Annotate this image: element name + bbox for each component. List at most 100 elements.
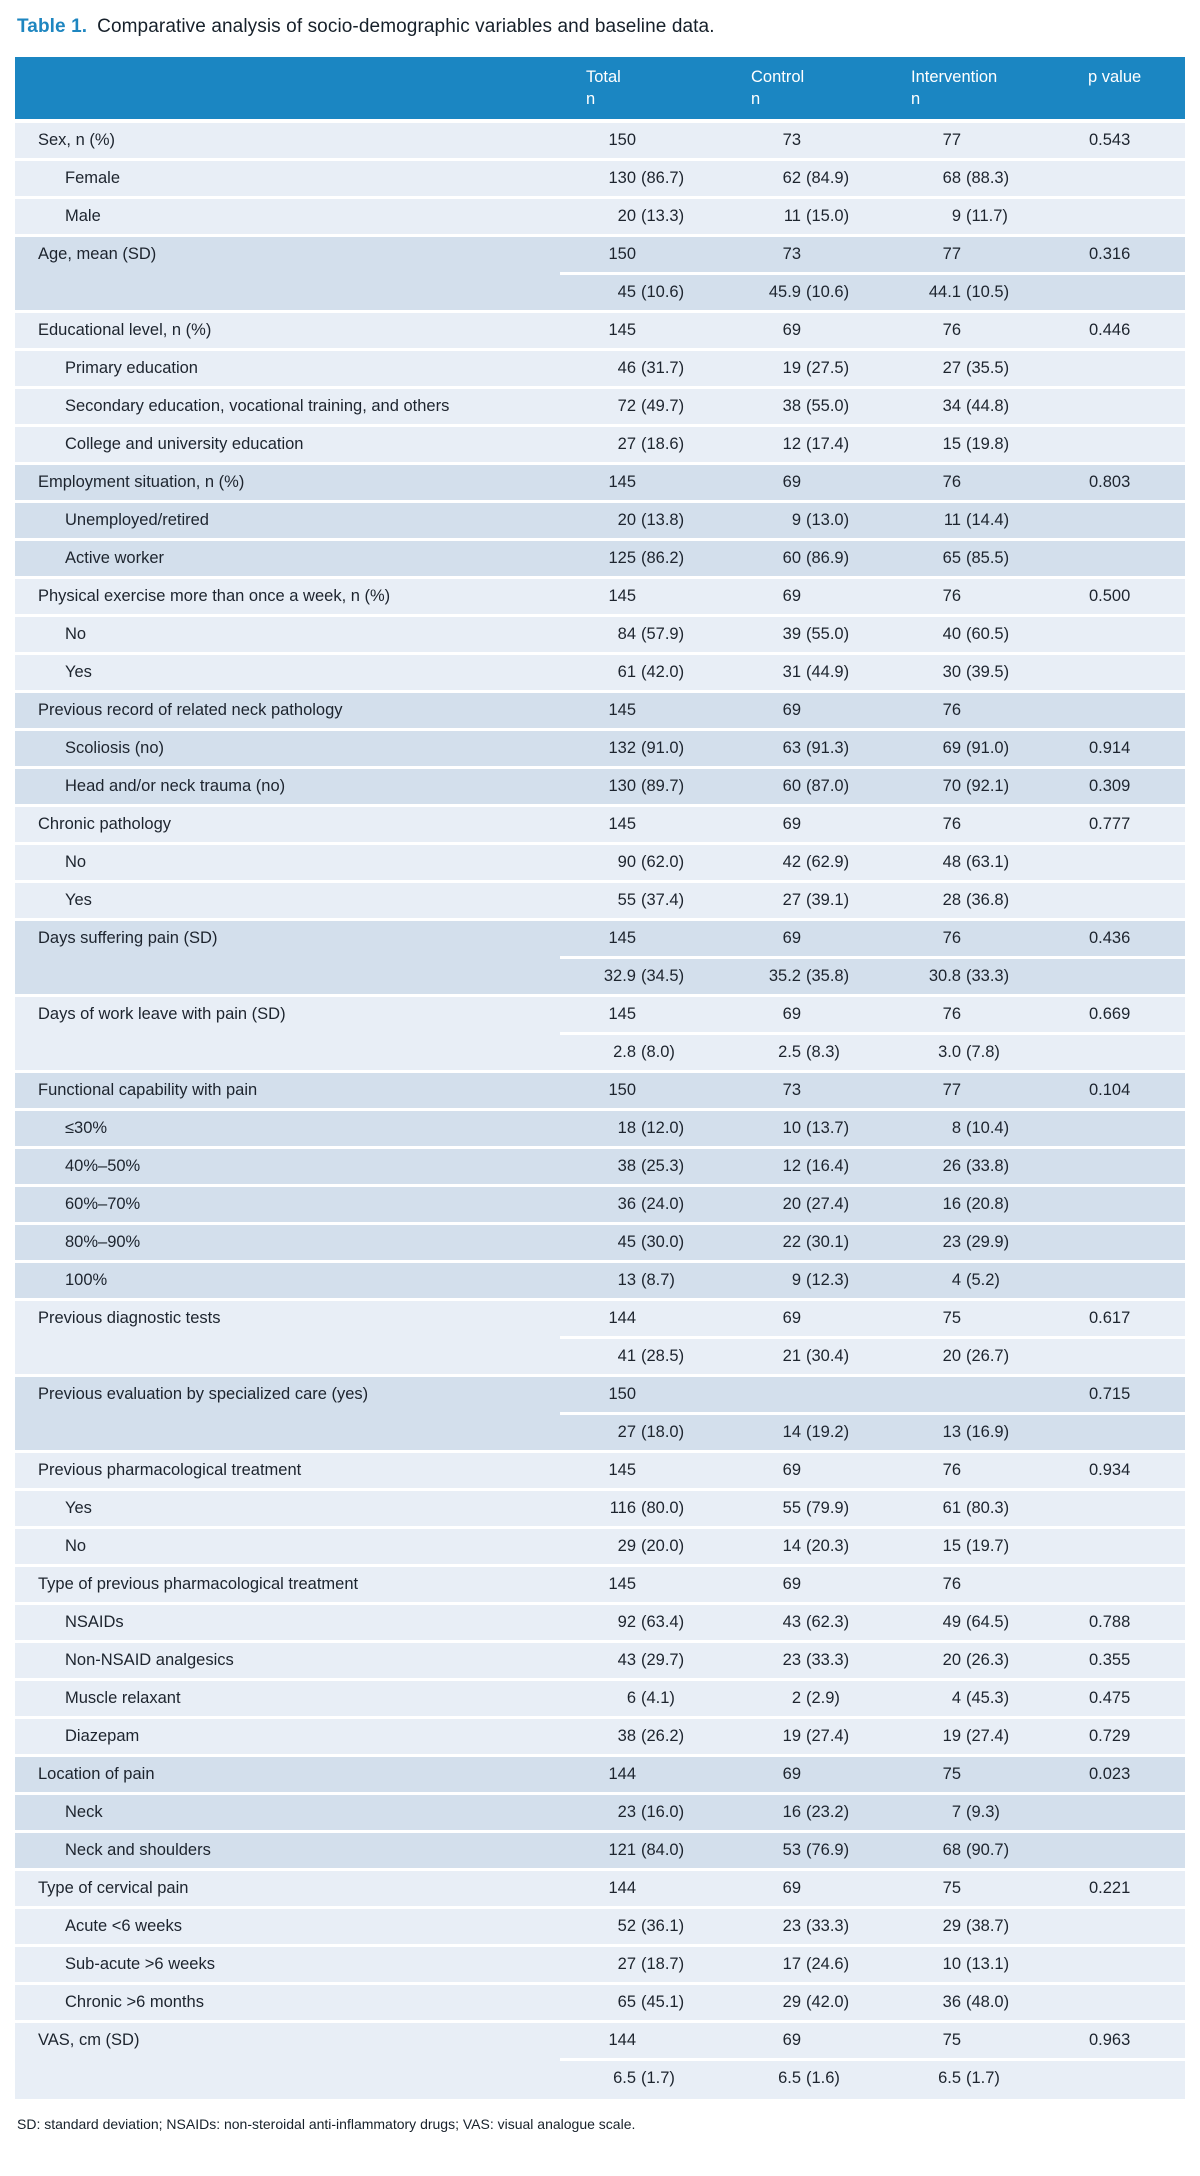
cell-percent: (34.5) <box>641 966 685 985</box>
table-footnote: SD: standard deviation; NSAIDs: non-ster… <box>17 2115 636 2132</box>
cell-intervention: 34 (44.8) <box>885 388 1065 427</box>
cell-intervention: 76 <box>885 464 1065 503</box>
table-header: Total n Control n Intervention n p value <box>15 56 1185 123</box>
cell-percent <box>961 701 966 719</box>
table-row: Yes 116 (80.0) 55 (79.9) 61 (80.3) <box>15 1490 1185 1529</box>
cell-value: 29 <box>617 1536 636 1555</box>
cell-intervention: 76 <box>885 996 1065 1035</box>
table-row: Type of cervical pain 144 69 75 0.221 <box>15 1870 1185 1909</box>
cell-value: 144 <box>608 1764 636 1783</box>
table-row: Location of pain 144 69 75 0.023 <box>15 1756 1185 1795</box>
cell-percent: (57.9) <box>641 624 685 643</box>
cell-total: 130 (89.7) <box>560 768 725 807</box>
cell-value: 145 <box>608 1574 636 1593</box>
cell-value: 4 <box>951 1688 961 1707</box>
table-row: Educational level, n (%) 145 69 76 0.446 <box>15 312 1185 351</box>
cell-control: 69 <box>725 1300 885 1339</box>
cell-percent: (42.0) <box>806 1992 850 2011</box>
cell-percent: (15.0) <box>806 206 850 225</box>
cell-value: 46 <box>617 358 636 377</box>
cell-pvalue: 0.729 <box>1065 1718 1185 1757</box>
cell-value: 13 <box>942 1422 961 1441</box>
cell-percent: (10.6) <box>806 282 850 301</box>
cell-pvalue <box>1065 1110 1185 1149</box>
table-caption: Table 1. Comparative analysis of socio-de… <box>17 14 1185 40</box>
cell-pvalue: 0.475 <box>1065 1680 1185 1719</box>
cell-control: 60 (86.9) <box>725 540 885 579</box>
cell-intervention: 15 (19.8) <box>885 426 1065 465</box>
cell-percent <box>801 2031 806 2049</box>
row-label: Neck and shoulders <box>15 1832 560 1871</box>
cell-value: 55 <box>617 890 636 909</box>
cell-percent <box>961 587 966 605</box>
cell-total: 145 <box>560 1566 725 1605</box>
cell-pvalue: 0.777 <box>1065 806 1185 845</box>
cell-value: 116 <box>609 1498 636 1517</box>
cell-total: 13 (8.7) <box>560 1262 725 1301</box>
table-row: Chronic >6 months 65 (45.1) 29 (42.0) 36 (48.0… <box>15 1984 1185 2023</box>
cell-pvalue: 0.316 <box>1065 236 1185 275</box>
cell-percent: (13.8) <box>641 510 685 529</box>
cell-pvalue <box>1065 692 1185 731</box>
cell-value: 2.5 <box>778 1042 801 1061</box>
cell-percent: (35.5) <box>966 358 1010 377</box>
cell-total: 20 (13.8) <box>560 502 725 541</box>
cell-value: 27 <box>782 890 801 909</box>
row-label: Sex, n (%) <box>15 122 560 161</box>
cell-percent: (36.1) <box>641 1916 685 1935</box>
cell-intervention: 20 (26.3) <box>885 1642 1065 1681</box>
row-label: Non-NSAID analgesics <box>15 1642 560 1681</box>
cell-total: 92 (63.4) <box>560 1604 725 1643</box>
cell-percent: (37.4) <box>641 890 685 909</box>
cell-percent: (10.4) <box>966 1118 1010 1137</box>
table-row: Unemployed/retired 20 (13.8) 9 (13.0) 11 (14.4… <box>15 502 1185 541</box>
cell-intervention: 49 (64.5) <box>885 1604 1065 1643</box>
cell-percent <box>961 1879 966 1897</box>
cell-pvalue <box>1065 274 1185 313</box>
cell-percent: (14.4) <box>966 510 1010 529</box>
cell-value: 69 <box>782 1878 801 1897</box>
cell-percent: (89.7) <box>641 776 685 795</box>
cell-value: 13 <box>617 1270 636 1289</box>
cell-percent <box>636 1385 641 1403</box>
cell-percent <box>961 321 966 339</box>
cell-percent <box>801 1385 806 1403</box>
cell-value: 17 <box>782 1954 801 1973</box>
cell-value: 38 <box>617 1156 636 1175</box>
cell-percent <box>961 815 966 833</box>
cell-total: 144 <box>560 2022 725 2061</box>
cell-value: 69 <box>942 738 961 757</box>
cell-value: 69 <box>782 700 801 719</box>
cell-percent <box>961 131 966 149</box>
row-label: Unemployed/retired <box>15 502 560 541</box>
cell-percent: (33.3) <box>806 1650 850 1669</box>
cell-intervention: 69 (91.0) <box>885 730 1065 769</box>
cell-total: 145 <box>560 920 725 959</box>
cell-percent <box>801 1309 806 1327</box>
cell-percent <box>636 1879 641 1897</box>
cell-intervention: 76 <box>885 578 1065 617</box>
cell-percent <box>801 473 806 491</box>
cell-pvalue <box>1065 1984 1185 2023</box>
cell-value: 9 <box>791 510 801 529</box>
cell-percent: (33.3) <box>966 966 1010 985</box>
cell-total: 36 (24.0) <box>560 1186 725 1225</box>
table-row: College and university education 27 (18.6)… <box>15 426 1185 465</box>
cell-percent <box>801 1461 806 1479</box>
cell-value: 36 <box>617 1194 636 1213</box>
cell-control: 69 <box>725 1566 885 1605</box>
row-label: Secondary education, vocational training… <box>15 388 560 427</box>
row-label: Neck <box>15 1794 560 1833</box>
cell-value: 49 <box>942 1612 961 1631</box>
cell-pvalue: 0.355 <box>1065 1642 1185 1681</box>
cell-control: 55 (79.9) <box>725 1490 885 1529</box>
cell-value: 125 <box>608 548 636 567</box>
cell-value: 70 <box>942 776 961 795</box>
cell-percent: (1.7) <box>966 2068 1000 2087</box>
cell-intervention: 19 (27.4) <box>885 1718 1065 1757</box>
cell-percent <box>636 1461 641 1479</box>
cell-total: 38 (25.3) <box>560 1148 725 1187</box>
cell-percent: (8.0) <box>641 1042 675 1061</box>
row-label: Days of work leave with pain (SD) <box>15 996 560 1035</box>
cell-intervention: 16 (20.8) <box>885 1186 1065 1225</box>
